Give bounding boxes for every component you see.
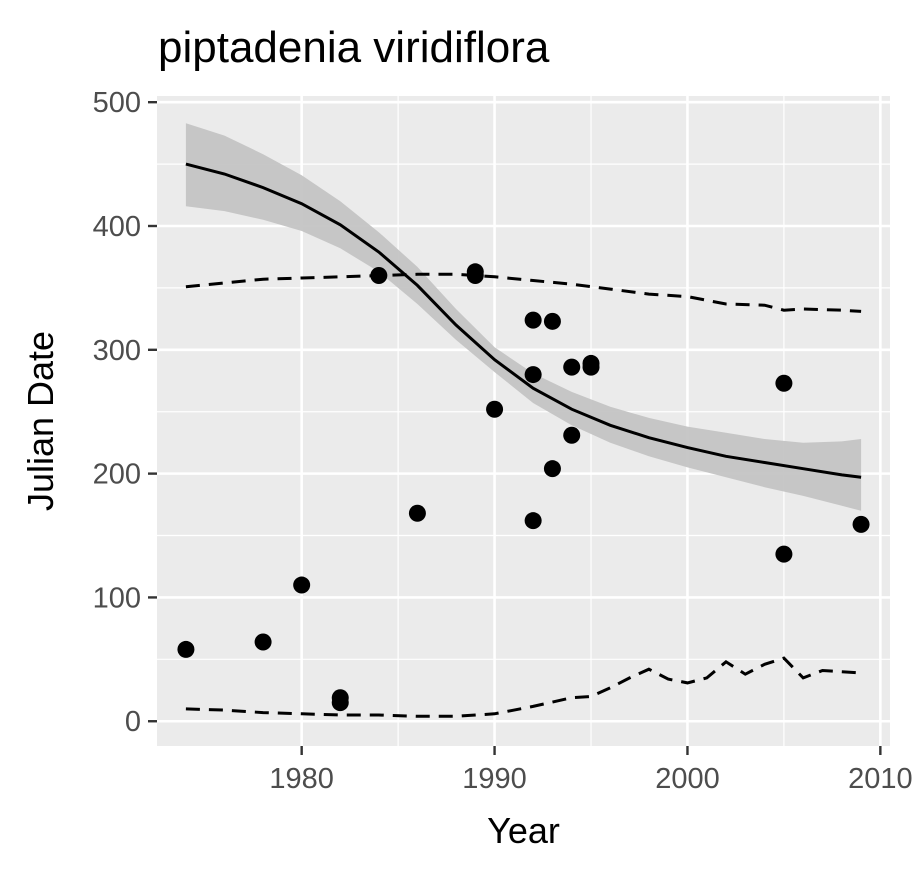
dashed-lines-layer (185, 272, 862, 718)
y-tick-label: 0 (125, 706, 141, 738)
data-point (543, 460, 561, 478)
y-tick-label: 100 (93, 582, 141, 614)
x-tick-label: 1990 (462, 763, 527, 795)
data-point (177, 640, 195, 658)
fit-line-layer (185, 162, 862, 479)
data-point (524, 311, 542, 329)
y-axis-title: Julian Date (20, 331, 61, 511)
y-tick-label: 400 (93, 211, 141, 243)
data-point (543, 312, 561, 330)
data-point (775, 374, 793, 392)
x-axis: 1980 1990 2000 2010 (269, 746, 913, 795)
data-point (563, 426, 581, 444)
y-tick-label: 300 (93, 335, 141, 367)
data-point (408, 504, 426, 522)
x-tick-label: 1980 (269, 763, 334, 795)
x-axis-title: Year (487, 810, 560, 851)
y-axis: 0 100 200 300 400 500 (93, 87, 157, 738)
chart-title: piptadenia viridiflora (158, 23, 550, 72)
data-point (775, 545, 793, 563)
x-tick-label: 2000 (655, 763, 720, 795)
data-point (486, 400, 504, 418)
confidence-ribbon-layer (185, 123, 862, 511)
data-point (524, 366, 542, 384)
data-point (293, 576, 311, 594)
x-tick-label: 2010 (848, 763, 913, 795)
confidence-ribbon (185, 123, 862, 511)
lower-dashed-line (185, 656, 862, 718)
upper-dashed-line (185, 272, 862, 313)
y-tick-label: 200 (93, 459, 141, 491)
data-point (254, 633, 272, 651)
data-point (370, 267, 388, 285)
data-point (582, 358, 600, 376)
fit-line (185, 162, 862, 479)
data-point (524, 512, 542, 530)
data-point (331, 694, 349, 712)
data-point (852, 515, 870, 533)
data-point (466, 267, 484, 285)
y-tick-label: 500 (93, 87, 141, 119)
data-point (563, 358, 581, 376)
points-layer (177, 263, 870, 712)
